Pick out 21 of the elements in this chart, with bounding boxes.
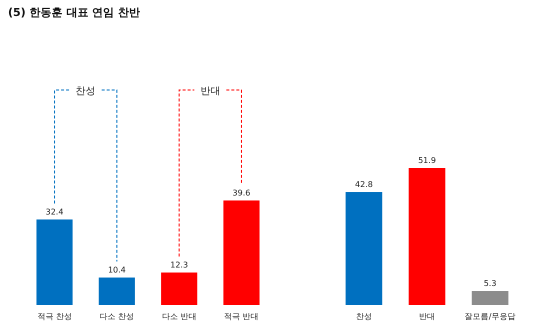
x-tick-label: 다소 반대 <box>162 312 196 321</box>
text: 찬성 <box>76 86 96 97</box>
x-tick-label: 다소 찬성 <box>100 312 134 321</box>
data-label: 12.3 <box>170 260 188 270</box>
x-tick-label: 반대 <box>419 312 435 321</box>
data-label: 5.3 <box>484 279 496 288</box>
x-tick-label: 찬성 <box>356 312 372 321</box>
bar <box>98 278 135 305</box>
bar <box>36 219 73 305</box>
x-tick-label: 적극 반대 <box>224 312 259 321</box>
data-label: 39.6 <box>232 188 250 198</box>
x-tick-label: 잘모름/무응답 <box>464 312 516 321</box>
bar <box>223 200 260 305</box>
text: 반대 <box>200 86 220 97</box>
data-label: 10.4 <box>108 266 126 275</box>
chart-title: (5) 한동훈 대표 연임 찬반 <box>8 6 140 19</box>
x-tick-label: 적극 찬성 <box>37 312 72 321</box>
data-label: 42.8 <box>355 180 373 190</box>
data-label: 32.4 <box>46 207 64 216</box>
bar <box>161 272 198 305</box>
data-label: 51.9 <box>418 156 436 165</box>
